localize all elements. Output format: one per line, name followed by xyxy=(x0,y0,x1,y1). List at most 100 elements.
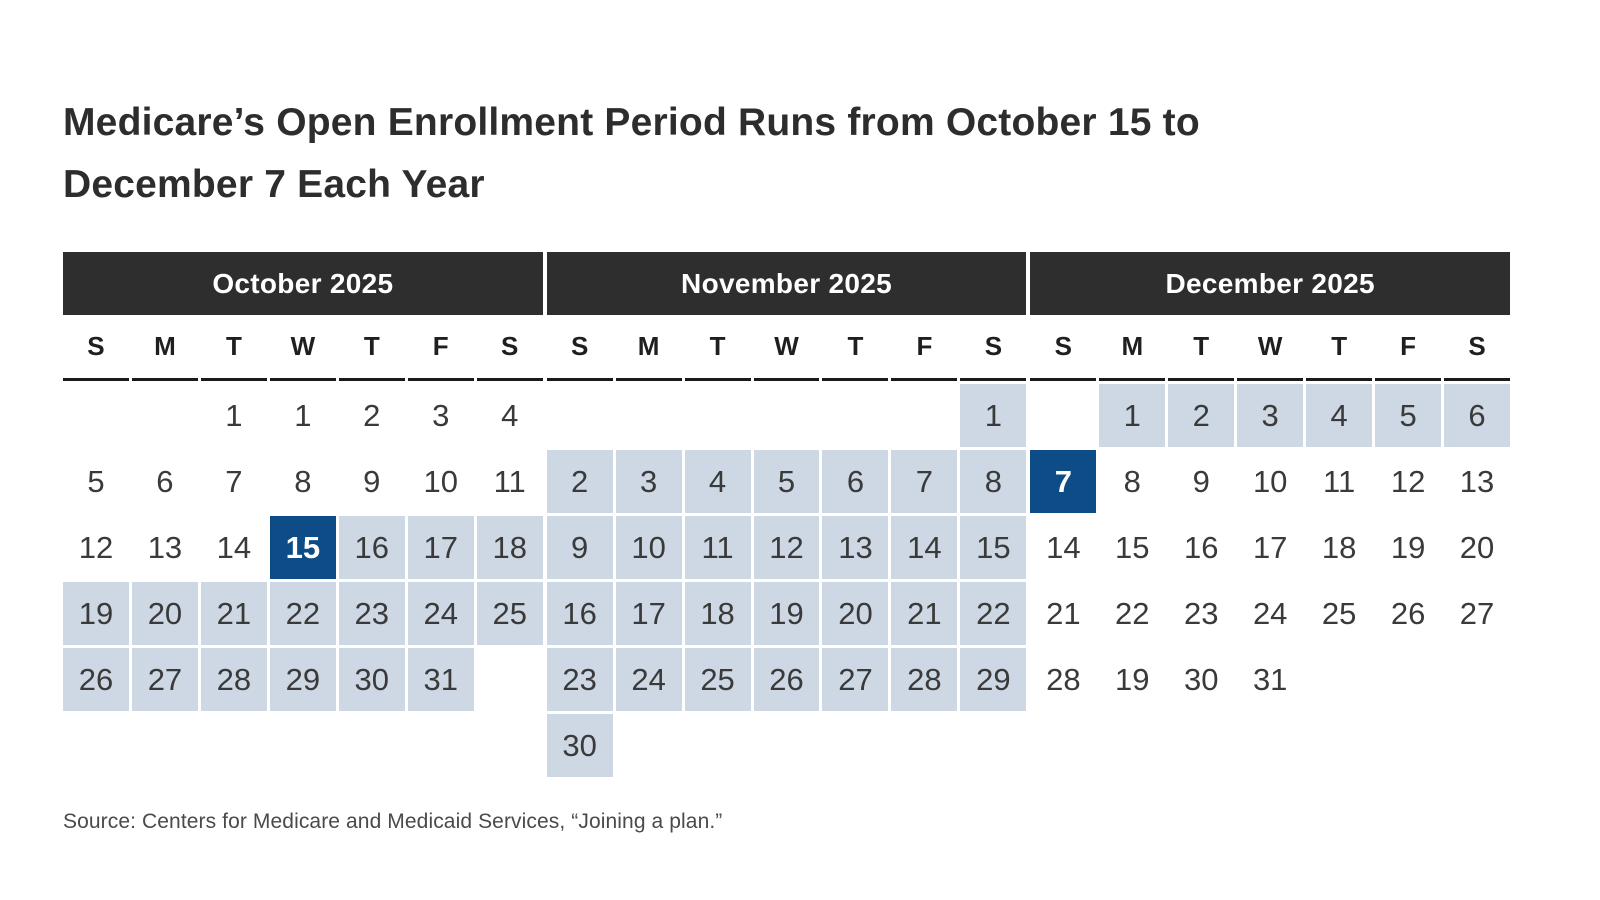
day-cell-december-24: 24 xyxy=(1252,595,1288,631)
day-cell-october-8: 8 xyxy=(294,463,312,499)
day-cell-empty xyxy=(616,714,682,777)
calendar-grid: S M T W T F S 1 2 3 4 5 6 7 8 9 10 11 12 13 14 15 16 17 18 19 20 21… xyxy=(546,315,1027,777)
day-cell-november-7: 7 xyxy=(891,450,958,513)
chart-title: Medicare’s Open Enrollment Period Runs f… xyxy=(63,92,1200,216)
day-cell-empty xyxy=(547,384,613,447)
day-cell-empty xyxy=(477,648,543,711)
day-cell-december-11: 11 xyxy=(1323,463,1356,499)
weekday-header: F xyxy=(891,315,958,381)
day-cell-october-14: 14 xyxy=(216,529,252,565)
day-cell-november-18: 18 xyxy=(684,582,751,645)
weekday-header: S xyxy=(476,315,543,381)
day-cell-empty xyxy=(408,714,474,777)
weekday-header: W xyxy=(753,315,820,381)
day-cell-empty xyxy=(201,714,267,777)
day-cell-october-13: 13 xyxy=(147,529,183,565)
day-cell-december-30: 30 xyxy=(1183,661,1219,697)
day-cell-november-25: 25 xyxy=(684,648,751,711)
day-cell-october-1: 1 xyxy=(294,397,312,433)
day-cell-december-20: 20 xyxy=(1459,529,1495,565)
day-cell-empty xyxy=(1030,714,1096,777)
day-cell-empty xyxy=(685,384,751,447)
day-cell-november-22: 22 xyxy=(960,582,1027,645)
day-cell-december-25: 25 xyxy=(1321,595,1357,631)
weekday-header: W xyxy=(1237,315,1304,381)
day-cell-november-8: 8 xyxy=(960,450,1027,513)
day-cell-november-24: 24 xyxy=(615,648,682,711)
day-cell-november-6: 6 xyxy=(822,450,889,513)
day-cell-empty xyxy=(1306,648,1372,711)
day-cell-december-26: 26 xyxy=(1390,595,1426,631)
day-cell-december-10: 10 xyxy=(1252,463,1288,499)
day-cell-empty xyxy=(1306,714,1372,777)
day-cell-empty xyxy=(1444,714,1510,777)
day-cell-october-21: 21 xyxy=(200,582,267,645)
day-cell-november-27: 27 xyxy=(822,648,889,711)
day-cell-december-19: 19 xyxy=(1390,529,1426,565)
day-cell-empty xyxy=(754,714,820,777)
day-cell-december-13: 13 xyxy=(1459,463,1495,499)
day-cell-november-1: 1 xyxy=(960,384,1027,447)
day-cell-november-14: 14 xyxy=(891,516,958,579)
day-cell-november-13: 13 xyxy=(822,516,889,579)
day-cell-empty xyxy=(132,384,198,447)
day-cell-december-6: 6 xyxy=(1444,384,1511,447)
day-cell-november-15: 15 xyxy=(960,516,1027,579)
source-note: Source: Centers for Medicare and Medicai… xyxy=(63,810,723,833)
day-cell-november-23: 23 xyxy=(546,648,613,711)
day-cell-november-3: 3 xyxy=(615,450,682,513)
day-cell-december-15: 15 xyxy=(1115,529,1150,565)
day-cell-october-20: 20 xyxy=(131,582,198,645)
day-cell-november-26: 26 xyxy=(753,648,820,711)
day-cell-october-29: 29 xyxy=(269,648,336,711)
day-cell-empty xyxy=(616,384,682,447)
day-cell-december-3: 3 xyxy=(1237,384,1304,447)
day-cell-october-27: 27 xyxy=(131,648,198,711)
month-header-label: December 2025 xyxy=(1030,252,1511,315)
day-cell-empty xyxy=(1375,714,1441,777)
day-cell-december-28: 28 xyxy=(1046,661,1081,697)
day-cell-october-3: 3 xyxy=(432,397,450,433)
day-cell-december-14: 14 xyxy=(1046,529,1081,565)
day-cell-october-18: 18 xyxy=(476,516,543,579)
day-cell-november-5: 5 xyxy=(753,450,820,513)
day-cell-october-5: 5 xyxy=(87,463,105,499)
weekday-header: S xyxy=(1030,315,1097,381)
weekday-header: T xyxy=(684,315,751,381)
day-cell-december-8: 8 xyxy=(1123,463,1141,499)
weekday-header: S xyxy=(63,315,129,381)
day-cell-empty xyxy=(1237,714,1303,777)
day-cell-november-21: 21 xyxy=(891,582,958,645)
day-cell-october-23: 23 xyxy=(338,582,405,645)
day-cell-november-4: 4 xyxy=(684,450,751,513)
chart-title-line2: December 7 Each Year xyxy=(63,163,485,206)
day-cell-october-30: 30 xyxy=(338,648,405,711)
day-cell-empty xyxy=(1030,384,1096,447)
day-cell-december-19: 19 xyxy=(1115,661,1150,697)
day-cell-december-4: 4 xyxy=(1306,384,1373,447)
month-december-2025: December 2025 S M T W T F S 1 2 3 4 5 6 7 8 9 10 11 12 13 14… xyxy=(1030,252,1511,777)
weekday-header: T xyxy=(338,315,405,381)
day-cell-october-4: 4 xyxy=(501,397,519,433)
day-cell-november-17: 17 xyxy=(615,582,682,645)
day-cell-empty xyxy=(477,714,543,777)
calendar-grid: S M T W T F S 1 1 2 3 4 5 6 7 8 9 10 11 12 13 14 15 16 17 18 19 20 2… xyxy=(63,315,543,777)
weekday-header: M xyxy=(131,315,198,381)
day-cell-october-17: 17 xyxy=(407,516,474,579)
day-cell-october-19: 19 xyxy=(63,582,129,645)
month-november-2025: November 2025 S M T W T F S 1 2 3 4 5 6 7 8 9 10 11 12 13 14… xyxy=(546,252,1027,777)
day-cell-empty xyxy=(891,714,957,777)
day-cell-december-21: 21 xyxy=(1046,595,1081,631)
weekday-header: F xyxy=(1375,315,1442,381)
day-cell-october-1: 1 xyxy=(225,397,243,433)
day-cell-december-5: 5 xyxy=(1375,384,1442,447)
weekday-header: T xyxy=(200,315,267,381)
day-cell-empty xyxy=(822,384,888,447)
weekday-header: S xyxy=(1444,315,1511,381)
day-cell-october-16: 16 xyxy=(338,516,405,579)
day-cell-october-24: 24 xyxy=(407,582,474,645)
day-cell-empty xyxy=(754,384,820,447)
day-cell-december-7: 7 xyxy=(1030,450,1097,513)
day-cell-october-26: 26 xyxy=(63,648,129,711)
